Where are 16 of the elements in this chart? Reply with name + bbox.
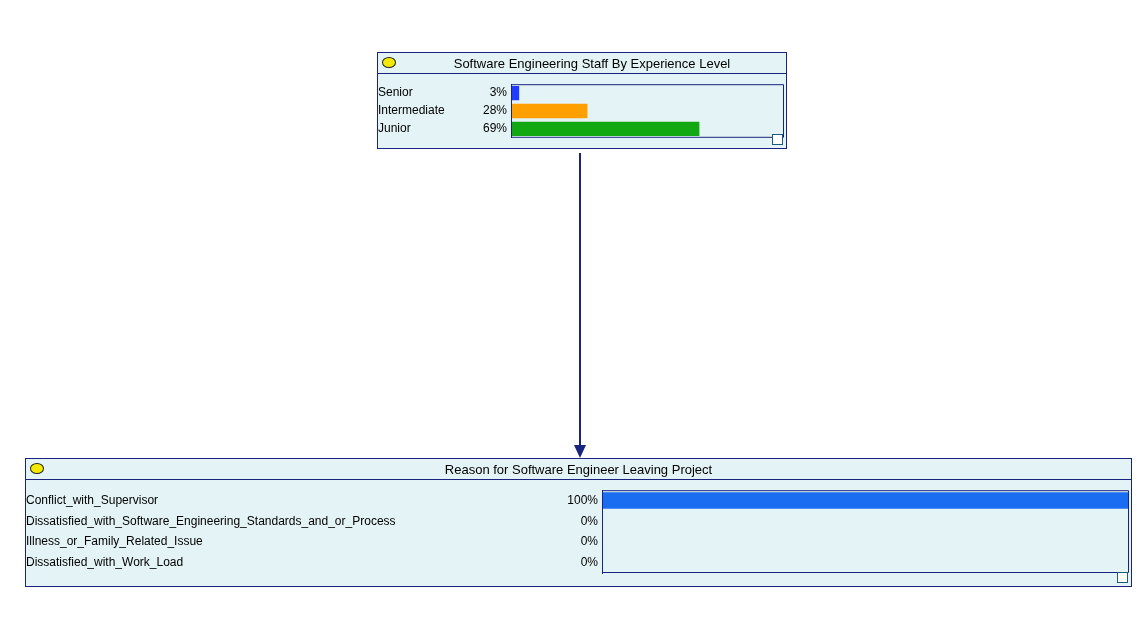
data-label: 28% <box>482 103 508 118</box>
data-label: 69% <box>482 121 508 136</box>
data-label: 0% <box>580 554 599 569</box>
y-tick-label: Intermediate <box>378 103 446 118</box>
y-tick-label: Conflict_with_Supervisor <box>26 492 159 507</box>
y-tick-label: Dissatisfied_with_Software_Engineering_Standards_and_or_Process <box>26 513 396 528</box>
data-label: 0% <box>580 534 599 549</box>
chart-title: Software Engineering Staff By Experience Level <box>378 55 786 71</box>
y-tick-label: Junior <box>378 121 411 136</box>
y-tick-label: Dissatisfied_with_Work_Load <box>26 554 184 569</box>
data-label: 100% <box>567 492 599 507</box>
data-label: 3% <box>489 85 508 100</box>
y-tick-label: Illness_or_Family_Related_Issue <box>26 534 204 549</box>
y-tick-label: Senior <box>378 85 413 100</box>
data-label: 0% <box>580 513 599 528</box>
chart-title: Reason for Software Engineer Leaving Project <box>26 461 1131 477</box>
